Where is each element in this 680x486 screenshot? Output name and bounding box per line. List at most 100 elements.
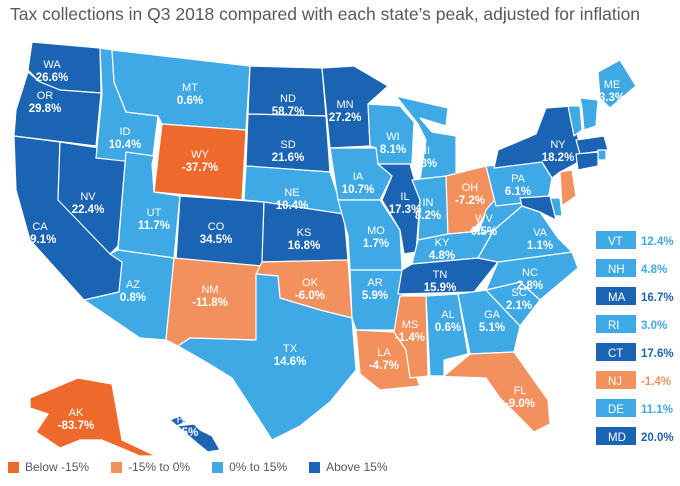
state-value-sc: 2.1% bbox=[506, 300, 532, 312]
state-label-la: LA-4.7% bbox=[369, 347, 399, 372]
small-state-value-nj: -1.4% bbox=[641, 376, 671, 388]
small-state-abbr-nj: NJ bbox=[608, 376, 622, 388]
state-abbr-al: AL bbox=[441, 309, 454, 321]
state-label-me: ME3.3% bbox=[599, 79, 625, 104]
small-states-key: VT 12.4% NH 4.8% MA 16.7% RI 3.0% CT 17.6% NJ -1.4%… bbox=[596, 231, 674, 445]
small-state-value-ct: 17.6% bbox=[641, 348, 674, 360]
state-abbr-fl: FL bbox=[514, 385, 527, 397]
state-value-me: 3.3% bbox=[599, 92, 625, 104]
state-abbr-ms: MS bbox=[402, 319, 419, 331]
small-state-row-nh: NH 4.8% bbox=[596, 259, 667, 277]
state-label-fl: FL-9.0% bbox=[505, 385, 535, 410]
state-value-hi: 23.5% bbox=[166, 427, 199, 439]
state-shape-ak bbox=[29, 377, 157, 456]
state-abbr-tx: TX bbox=[283, 343, 298, 355]
state-label-va: VA1.1% bbox=[527, 227, 553, 252]
state-abbr-wi: WI bbox=[386, 131, 399, 143]
small-state-value-vt: 12.4% bbox=[641, 236, 674, 248]
state-abbr-ak: AK bbox=[69, 407, 84, 419]
state-abbr-va: VA bbox=[533, 227, 548, 239]
legend: Below -15% -15% to 0% 0% to 15% Above 15% bbox=[8, 458, 410, 476]
legend-label: Below -15% bbox=[25, 460, 90, 474]
small-state-abbr-ct: CT bbox=[608, 348, 623, 360]
state-shape-hi bbox=[169, 415, 221, 453]
state-shape-nh bbox=[579, 97, 599, 131]
small-state-value-ri: 3.0% bbox=[641, 320, 667, 332]
state-label-pa: PA6.1% bbox=[505, 173, 531, 198]
state-label-mo: MO1.7% bbox=[363, 225, 389, 250]
state-value-ms: -1.4% bbox=[395, 332, 425, 344]
state-abbr-nc: NC bbox=[522, 267, 538, 279]
state-value-id: 10.4% bbox=[109, 139, 142, 151]
state-abbr-ok: OK bbox=[302, 277, 319, 289]
small-state-row-md: MD 20.0% bbox=[596, 427, 674, 445]
state-value-ga: 5.1% bbox=[479, 322, 505, 334]
state-abbr-me: ME bbox=[604, 79, 621, 91]
state-value-wy: -37.7% bbox=[182, 162, 218, 174]
state-value-tx: 14.6% bbox=[274, 356, 307, 368]
state-value-wi: 8.1% bbox=[380, 144, 406, 156]
state-value-ok: -6.0% bbox=[295, 290, 325, 302]
state-value-ut: 11.7% bbox=[138, 220, 170, 232]
state-value-mn: 27.2% bbox=[329, 112, 362, 124]
state-value-ca: 29.1% bbox=[24, 234, 57, 246]
legend-item-1: -15% to 0% bbox=[111, 460, 190, 474]
state-abbr-oh: OH bbox=[462, 182, 479, 194]
state-value-sd: 21.6% bbox=[272, 152, 305, 164]
state-shape-nj bbox=[559, 169, 577, 207]
state-label-wv: WV0.5% bbox=[471, 213, 497, 238]
legend-label: Above 15% bbox=[326, 460, 388, 474]
state-value-oh: -7.2% bbox=[455, 195, 485, 207]
state-label-oh: OH-7.2% bbox=[455, 182, 485, 207]
legend-swatch bbox=[8, 461, 19, 473]
small-state-row-vt: VT 12.4% bbox=[596, 231, 674, 249]
state-label-ms: MS-1.4% bbox=[395, 319, 425, 344]
state-value-az: 0.8% bbox=[120, 292, 146, 304]
state-value-co: 34.5% bbox=[200, 234, 233, 246]
small-state-row-ct: CT 17.6% bbox=[596, 343, 674, 361]
state-abbr-tn: TN bbox=[433, 269, 448, 281]
state-abbr-az: AZ bbox=[126, 279, 140, 291]
state-shape-ri bbox=[597, 149, 607, 161]
small-state-box-ct bbox=[596, 343, 636, 361]
small-state-abbr-ma: MA bbox=[608, 292, 626, 304]
state-label-al: AL0.6% bbox=[435, 309, 461, 334]
state-shape-or bbox=[13, 71, 102, 147]
state-value-va: 1.1% bbox=[527, 240, 553, 252]
small-state-value-md: 20.0% bbox=[641, 432, 674, 444]
state-abbr-la: LA bbox=[377, 347, 391, 359]
state-value-wv: 0.5% bbox=[471, 226, 497, 238]
state-abbr-wv: WV bbox=[475, 213, 493, 225]
small-state-value-nh: 4.8% bbox=[641, 264, 667, 276]
state-label-mi: MI2.8% bbox=[411, 145, 437, 170]
state-value-fl: -9.0% bbox=[505, 398, 535, 410]
state-value-il: 17.3% bbox=[389, 204, 422, 216]
state-label-wy: WY-37.7% bbox=[182, 149, 218, 174]
legend-swatch bbox=[309, 461, 321, 473]
legend-swatch bbox=[111, 461, 123, 473]
state-label-mt: MT0.6% bbox=[177, 82, 203, 107]
state-abbr-il: IL bbox=[400, 191, 409, 203]
state-abbr-id: ID bbox=[120, 126, 131, 138]
state-value-wa: 26.6% bbox=[36, 72, 69, 84]
state-value-ny: 18.2% bbox=[542, 152, 575, 164]
legend-item-2: 0% to 15% bbox=[212, 460, 287, 474]
small-state-row-nj: NJ -1.4% bbox=[596, 371, 671, 389]
state-value-la: -4.7% bbox=[369, 360, 399, 372]
small-state-abbr-de: DE bbox=[608, 404, 624, 416]
state-abbr-ks: KS bbox=[297, 227, 312, 239]
state-value-ar: 5.9% bbox=[362, 290, 388, 302]
state-shape-ia bbox=[329, 147, 393, 201]
state-value-pa: 6.1% bbox=[505, 186, 531, 198]
state-shape-tx bbox=[177, 273, 357, 441]
